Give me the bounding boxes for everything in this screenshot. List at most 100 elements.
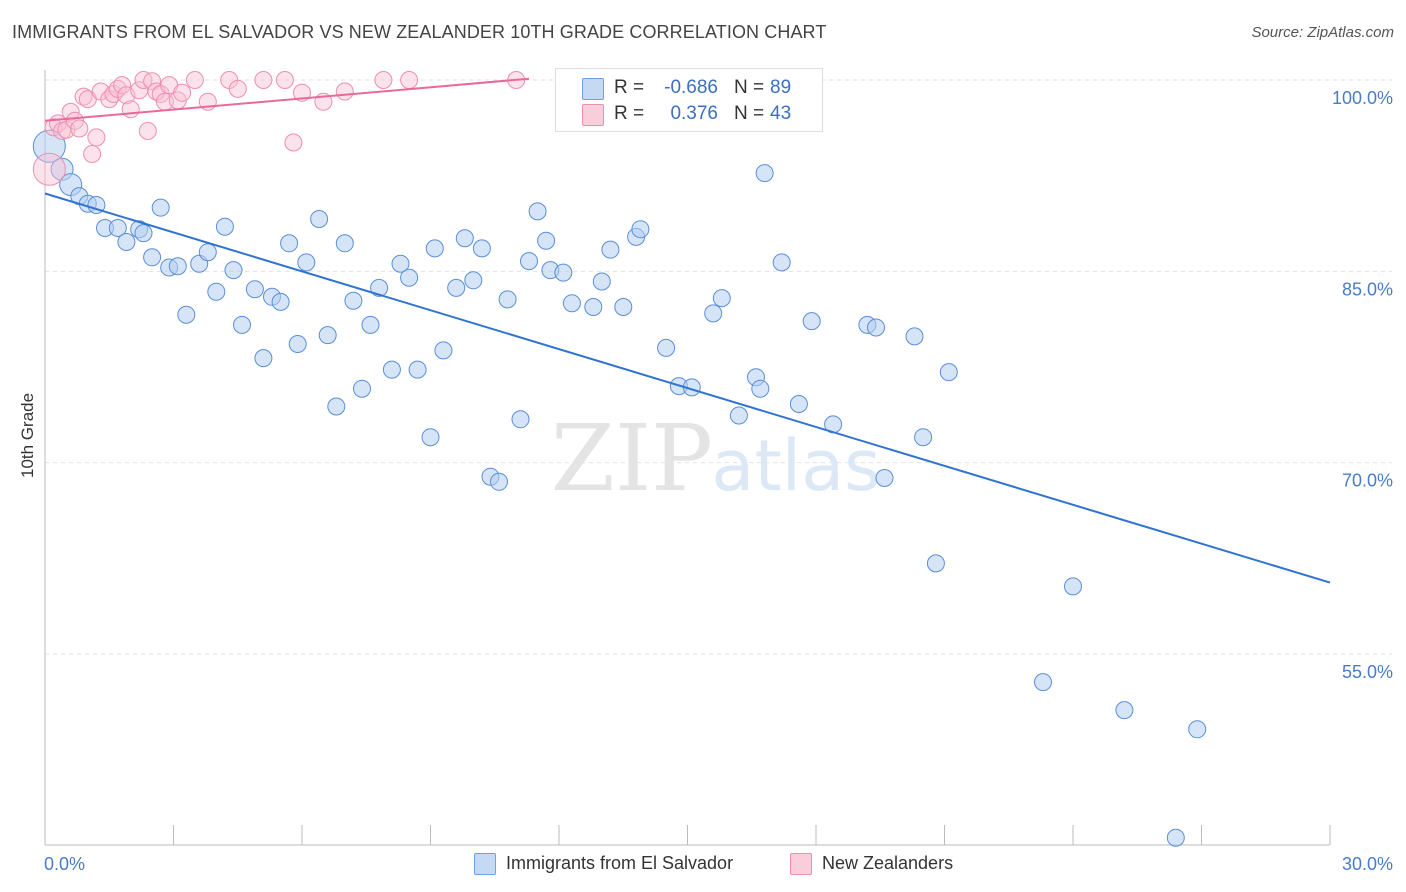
point-el-salvador-18 <box>207 282 226 301</box>
trend-line-el-salvador <box>44 192 1331 584</box>
point-el-salvador-21 <box>233 315 251 334</box>
point-el-salvador-46 <box>464 271 483 290</box>
point-el-salvador-68 <box>712 289 731 308</box>
point-el-salvador-40 <box>408 360 427 379</box>
point-new-zealanders-39 <box>374 71 393 89</box>
tick-labels: 100.0% 85.0% 70.0% 55.0% 0.0% 30.0% <box>44 88 1393 874</box>
point-el-salvador-37 <box>382 360 401 379</box>
point-el-salvador-27 <box>288 335 307 353</box>
legend-n-label: N = <box>734 103 765 124</box>
point-el-salvador-36 <box>370 278 389 297</box>
point-el-salvador-22 <box>245 280 264 299</box>
point-el-salvador-74 <box>789 395 808 413</box>
y-tick-label-1: 85.0% <box>1342 279 1393 299</box>
legend-n-value: 43 <box>770 103 792 124</box>
point-el-salvador-52 <box>520 252 538 271</box>
bottom-legend-swatch-new-zealanders <box>790 853 812 875</box>
bottom-legend-new-zealanders: New Zealanders <box>790 852 1010 876</box>
point-new-zealanders-32 <box>228 79 247 98</box>
bottom-legend-label-el-salvador: Immigrants from El Salvador <box>506 853 734 873</box>
trend-lines <box>44 77 1331 584</box>
point-new-zealanders-38 <box>335 82 354 101</box>
legend-swatch-el-salvador <box>582 78 604 100</box>
point-el-salvador-38 <box>391 254 410 273</box>
point-el-salvador-45 <box>455 229 474 248</box>
point-new-zealanders-11 <box>87 128 106 147</box>
point-el-salvador-87 <box>1188 720 1207 739</box>
point-new-zealanders-40 <box>400 71 419 89</box>
point-el-salvador-7 <box>108 219 127 237</box>
point-el-salvador-26 <box>280 234 299 253</box>
point-el-salvador-81 <box>914 428 933 447</box>
point-el-salvador-14 <box>168 257 187 276</box>
point-el-salvador-56 <box>554 263 573 282</box>
point-el-salvador-20 <box>224 261 243 280</box>
point-el-salvador-11 <box>143 248 162 267</box>
point-el-salvador-19 <box>215 217 234 236</box>
point-el-salvador-49 <box>490 472 508 491</box>
legend-row-new-zealanders: R = 0.376 N = 43 <box>556 101 822 127</box>
point-el-salvador-44 <box>447 278 466 297</box>
point-el-salvador-85 <box>1064 577 1082 596</box>
point-el-salvador-32 <box>335 234 354 253</box>
point-el-salvador-60 <box>601 240 620 259</box>
point-el-salvador-42 <box>425 239 444 258</box>
point-el-salvador-15 <box>177 305 196 324</box>
point-el-salvador-75 <box>802 312 821 331</box>
point-new-zealanders-21 <box>138 122 157 140</box>
axes <box>44 70 1331 846</box>
point-new-zealanders-0 <box>32 152 66 186</box>
point-el-salvador-59 <box>592 272 611 291</box>
legend-row-el-salvador: R = -0.686 N = 89 <box>556 75 822 101</box>
point-el-salvador-67 <box>704 304 723 323</box>
point-el-salvador-86 <box>1115 701 1134 720</box>
point-el-salvador-8 <box>117 233 136 251</box>
point-el-salvador-17 <box>198 243 217 262</box>
point-el-salvador-63 <box>631 220 650 239</box>
watermark-zip: ZIP <box>551 405 713 512</box>
point-new-zealanders-28 <box>173 83 192 102</box>
point-el-salvador-84 <box>1034 673 1052 692</box>
point-el-salvador-58 <box>584 298 603 316</box>
bottom-legend-swatch-el-salvador <box>474 853 496 875</box>
point-new-zealanders-5 <box>61 102 80 121</box>
point-el-salvador-80 <box>905 327 924 346</box>
trend-line-new-zealanders <box>44 77 530 122</box>
point-el-salvador-51 <box>511 410 530 429</box>
point-el-salvador-29 <box>310 210 329 228</box>
point-el-salvador-30 <box>318 326 337 345</box>
point-new-zealanders-29 <box>185 71 204 89</box>
point-new-zealanders-22 <box>143 72 162 91</box>
point-el-salvador-47 <box>472 239 491 258</box>
point-el-salvador-83 <box>939 363 958 382</box>
point-el-salvador-71 <box>751 379 770 398</box>
point-el-salvador-43 <box>434 341 453 360</box>
legend-n-label: N = <box>734 77 765 98</box>
point-new-zealanders-18 <box>121 100 140 119</box>
point-el-salvador-39 <box>400 268 419 287</box>
point-el-salvador-33 <box>344 291 363 310</box>
point-el-salvador-23 <box>254 349 273 368</box>
series-new-zealanders-points <box>32 71 586 186</box>
point-el-salvador-50 <box>498 290 517 309</box>
x-tick-label-0: 0.0% <box>44 854 85 874</box>
point-el-salvador-78 <box>867 318 885 337</box>
point-el-salvador-28 <box>297 253 316 272</box>
y-tick-label-2: 70.0% <box>1342 471 1393 491</box>
point-el-salvador-5 <box>87 196 106 214</box>
chart-title: IMMIGRANTS FROM EL SALVADOR VS NEW ZEALA… <box>12 22 827 42</box>
source-credit: Source: ZipAtlas.com <box>1251 24 1394 41</box>
y-tick-label-3: 55.0% <box>1342 662 1393 682</box>
point-new-zealanders-7 <box>70 119 89 138</box>
point-el-salvador-69 <box>729 406 748 425</box>
y-tick-label-0: 100.0% <box>1332 88 1393 108</box>
point-el-salvador-73 <box>772 253 791 272</box>
point-el-salvador-82 <box>926 554 945 573</box>
series-el-salvador-points <box>32 129 1207 847</box>
point-el-salvador-10 <box>134 224 153 243</box>
gridlines <box>45 79 1392 655</box>
point-el-salvador-88 <box>1166 828 1185 847</box>
point-el-salvador-79 <box>875 469 894 487</box>
legend-n-value: 89 <box>770 77 792 98</box>
